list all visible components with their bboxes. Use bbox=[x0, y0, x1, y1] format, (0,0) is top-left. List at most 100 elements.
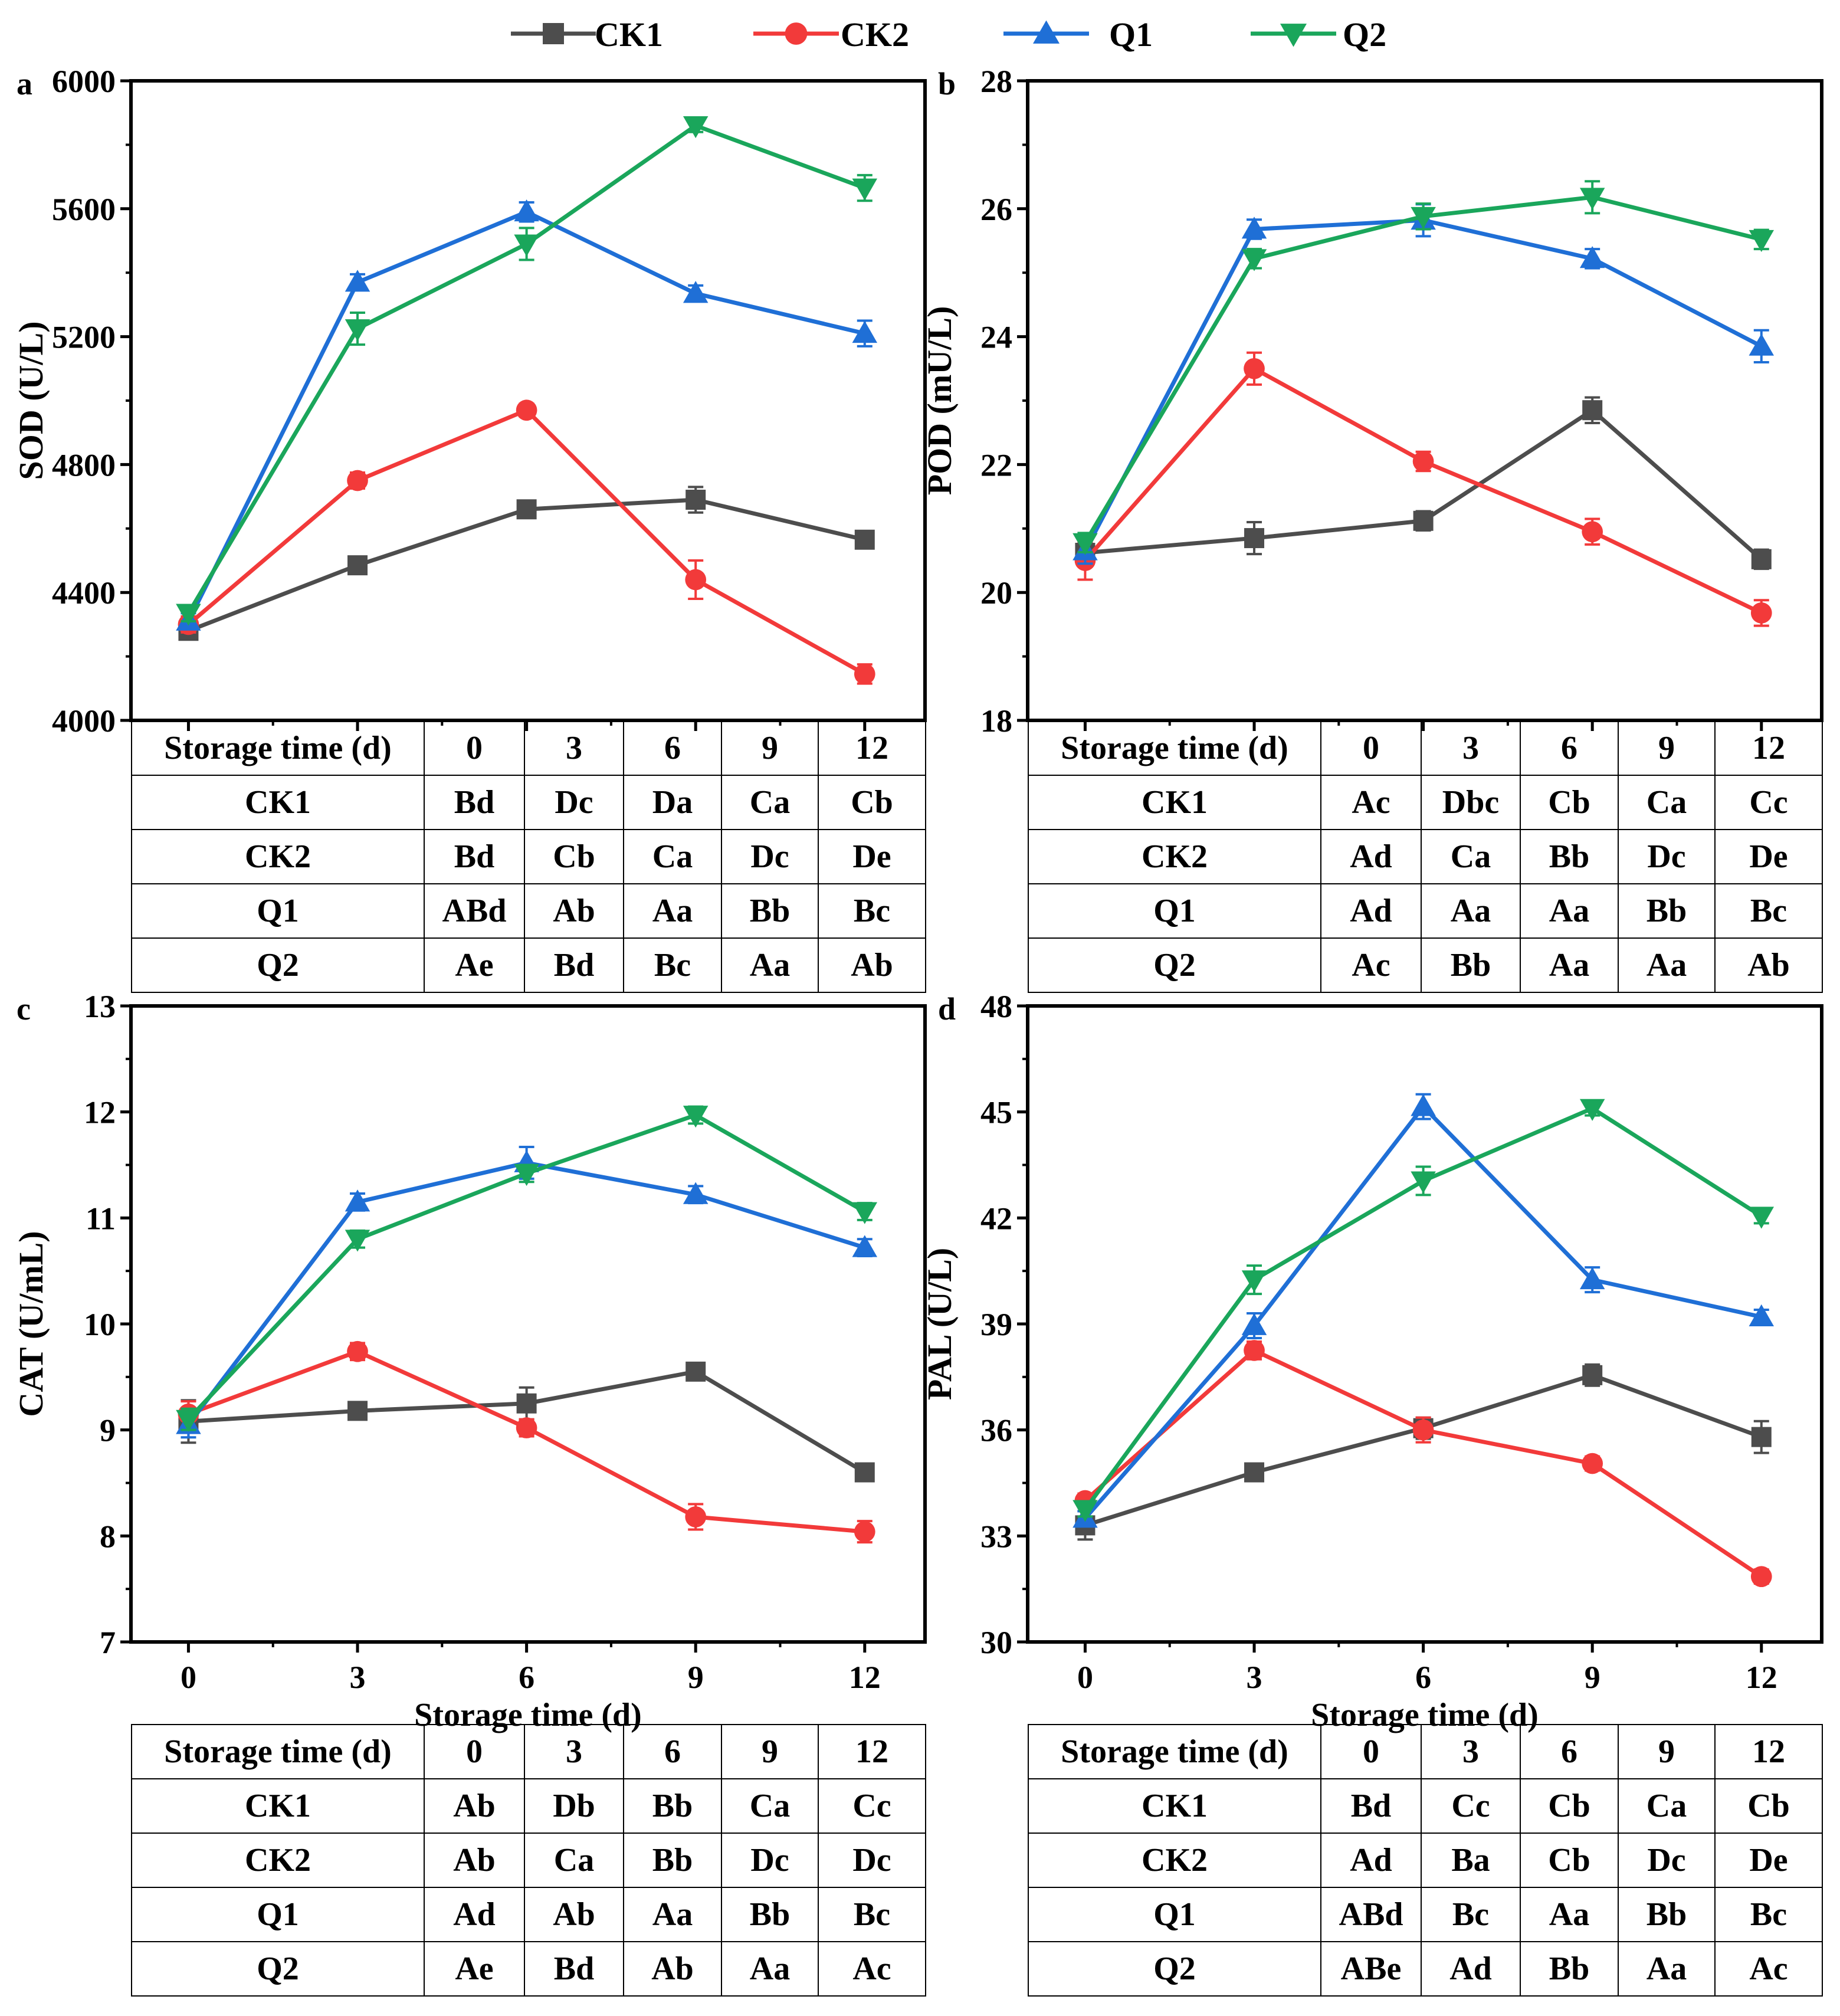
table-row: Q2 ABe Ad Bb Aa Ac bbox=[1028, 1941, 1823, 1997]
legend-item-q2: Q2 bbox=[1251, 15, 1386, 54]
table-header-cell: 0 bbox=[424, 720, 525, 776]
y-tick-label: 24 bbox=[980, 320, 1012, 355]
table-cell: Ad bbox=[1421, 1941, 1521, 1997]
data-point bbox=[1412, 1419, 1434, 1441]
series-ck2 bbox=[1074, 351, 1772, 627]
table-cell: Dbc bbox=[1421, 775, 1521, 830]
table-header-cell: 12 bbox=[818, 1724, 926, 1779]
table-cell: Q2 bbox=[131, 937, 425, 993]
data-point bbox=[1582, 521, 1603, 543]
table-cell: Bb bbox=[1520, 829, 1619, 884]
table-header-cell: 3 bbox=[1421, 1724, 1521, 1779]
table-cell: CK1 bbox=[131, 775, 425, 830]
data-point bbox=[345, 1230, 370, 1252]
table-cell: Ac bbox=[1714, 1941, 1823, 1997]
data-point bbox=[1579, 1099, 1605, 1121]
data-point bbox=[1244, 1462, 1265, 1483]
table-header-cell: 9 bbox=[721, 720, 819, 776]
table-c: Storage time (d) 0 3 6 9 12 CK1 Ab Db Bb Ca Cc CK2 Ab… bbox=[131, 1724, 926, 1997]
y-tick-label: 11 bbox=[86, 1201, 116, 1236]
table-cell: Q2 bbox=[131, 1941, 425, 1997]
x-tick-label: 12 bbox=[1746, 1660, 1777, 1695]
table-cell: Dc bbox=[524, 775, 624, 830]
table-cell: Cb bbox=[1520, 1833, 1619, 1888]
table-cell: Q1 bbox=[1028, 1887, 1321, 1942]
table-header-row: Storage time (d) 0 3 6 9 12 bbox=[1028, 1724, 1823, 1779]
data-point bbox=[683, 281, 709, 303]
data-point bbox=[1244, 358, 1265, 379]
data-point bbox=[514, 199, 539, 222]
table-header-cell: 9 bbox=[1618, 1724, 1716, 1779]
table-cell: Db bbox=[524, 1778, 624, 1834]
table-cell: Ca bbox=[524, 1833, 624, 1888]
table-header-cell: 12 bbox=[1714, 720, 1823, 776]
table-cell: Aa bbox=[721, 1941, 819, 1997]
table-cell: Ba bbox=[1421, 1833, 1521, 1888]
table-cell: Ab bbox=[623, 1941, 722, 1997]
y-tick-label: 48 bbox=[980, 989, 1012, 1024]
table-header-cell: 6 bbox=[1520, 1724, 1619, 1779]
data-point bbox=[1411, 1171, 1436, 1194]
series-q2 bbox=[176, 1105, 878, 1432]
table-header-cell: 0 bbox=[1320, 720, 1422, 776]
series-line bbox=[188, 1349, 865, 1534]
table-header-cell: Storage time (d) bbox=[1028, 720, 1321, 776]
legend-item-q1: Q1 bbox=[1003, 15, 1153, 54]
data-point bbox=[1582, 1365, 1603, 1385]
table-cell: Aa bbox=[1618, 1941, 1716, 1997]
table-cell: CK2 bbox=[131, 829, 425, 884]
table-row: CK1 Bd Cc Cb Ca Cb bbox=[1028, 1778, 1823, 1834]
table-cell: Cb bbox=[524, 829, 624, 884]
data-point bbox=[1579, 246, 1605, 268]
data-point bbox=[1582, 400, 1603, 421]
data-point bbox=[852, 178, 878, 201]
table-cell: Ab bbox=[524, 883, 624, 939]
y-tick-label: 7 bbox=[100, 1625, 116, 1660]
panel-label: d bbox=[938, 991, 956, 1027]
table-cell: Ca bbox=[1618, 1778, 1716, 1834]
table-cell: Bc bbox=[1421, 1887, 1521, 1942]
table-cell: Ca bbox=[1421, 829, 1521, 884]
legend-marker bbox=[543, 23, 564, 44]
data-point bbox=[1412, 451, 1434, 472]
table-cell: Ad bbox=[1320, 883, 1422, 939]
table-cell: Bc bbox=[818, 883, 926, 939]
chart-panel-b: b 18 20 22 24 26 28 POD (mU/L) bbox=[920, 64, 1823, 739]
data-point bbox=[1241, 217, 1267, 239]
table-cell: ABe bbox=[1320, 1941, 1422, 1997]
series-line bbox=[188, 497, 865, 633]
y-tick-label: 5600 bbox=[52, 192, 116, 227]
table-cell: Bb bbox=[623, 1833, 722, 1888]
data-point bbox=[852, 1202, 878, 1224]
table-cell: Q2 bbox=[1028, 1941, 1321, 1997]
y-tick-label: 5200 bbox=[52, 320, 116, 355]
table-row: CK1 Ab Db Bb Ca Cc bbox=[131, 1778, 926, 1834]
data-point bbox=[345, 319, 370, 342]
legend: CK1 CK2 Q1 Q2 bbox=[511, 15, 1386, 54]
table-cell: Q1 bbox=[1028, 883, 1321, 939]
table-cell: Bb bbox=[721, 883, 819, 939]
table-cell: CK1 bbox=[1028, 775, 1321, 830]
table-cell: Cb bbox=[818, 775, 926, 830]
table-cell: Bb bbox=[1421, 937, 1521, 993]
table-cell: Cc bbox=[818, 1778, 926, 1834]
y-tick-label: 13 bbox=[84, 989, 116, 1024]
table-cell: Ab bbox=[1714, 937, 1823, 993]
table-cell: Bd bbox=[424, 829, 525, 884]
y-tick-label: 36 bbox=[980, 1413, 1012, 1448]
table-cell: Dc bbox=[818, 1833, 926, 1888]
table-cell: De bbox=[1714, 829, 1823, 884]
data-point bbox=[854, 1521, 875, 1542]
table-row: Q2 Ae Bd Bc Aa Ab bbox=[131, 937, 926, 993]
y-tick-label: 26 bbox=[980, 192, 1012, 227]
x-tick-label: 6 bbox=[519, 1660, 534, 1695]
data-point bbox=[176, 604, 201, 626]
table-header-cell: 0 bbox=[1320, 1724, 1422, 1779]
table-cell: Aa bbox=[1520, 1887, 1619, 1942]
y-tick-label: 8 bbox=[100, 1519, 116, 1554]
plot-frame bbox=[129, 1004, 927, 1644]
y-tick-label: 39 bbox=[980, 1307, 1012, 1342]
x-tick-label: 9 bbox=[688, 1660, 704, 1695]
table-cell: Ac bbox=[1320, 775, 1422, 830]
table-cell: Bd bbox=[424, 775, 525, 830]
